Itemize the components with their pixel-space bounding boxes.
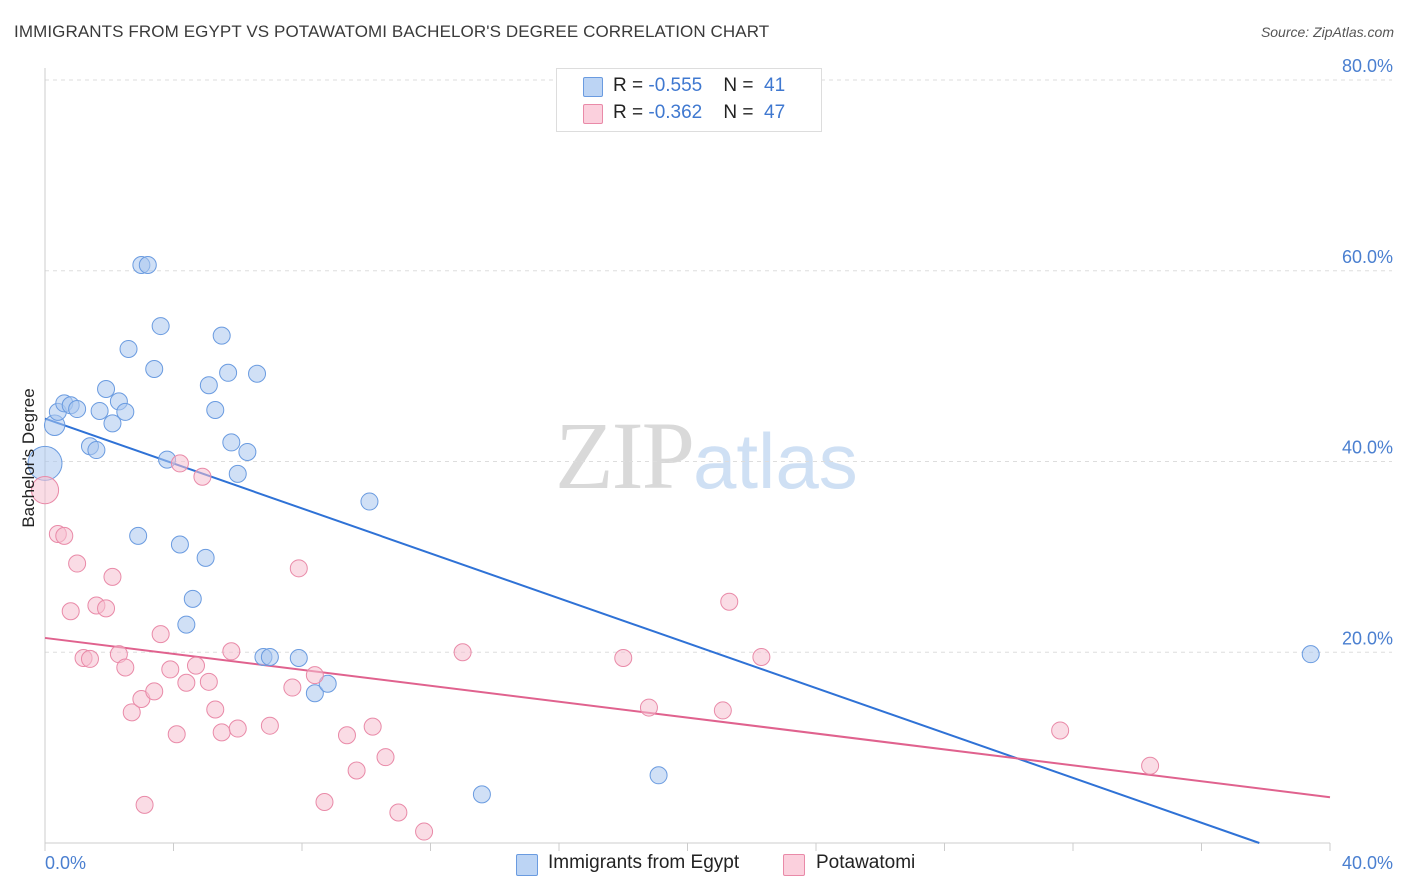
point-potawatomi	[145, 682, 164, 701]
data-points	[27, 256, 1320, 841]
correlation-legend: R = -0.555 N = 41 R = -0.362 N = 47	[556, 68, 822, 132]
point-potawatomi	[1141, 756, 1160, 775]
point-egypt	[360, 492, 379, 511]
point-egypt	[222, 433, 241, 452]
point-potawatomi	[1051, 721, 1070, 740]
legend-swatch-potawatomi	[583, 104, 603, 124]
point-potawatomi	[68, 554, 87, 573]
point-egypt	[103, 414, 122, 433]
y-axis-title: Bachelor's Degree	[19, 388, 38, 527]
legend-text-egypt: R = -0.555 N = 41	[613, 75, 786, 96]
point-egypt	[170, 535, 189, 554]
point-egypt	[87, 441, 106, 460]
point-potawatomi	[122, 703, 141, 722]
bottom-legend-swatch-potawatomi	[783, 854, 805, 876]
point-potawatomi	[97, 599, 116, 618]
point-egypt	[1301, 645, 1320, 664]
point-egypt	[206, 400, 225, 419]
point-potawatomi	[151, 625, 170, 644]
point-egypt	[248, 364, 267, 383]
point-potawatomi	[61, 602, 80, 621]
legend-swatch-egypt	[583, 77, 603, 97]
point-egypt	[228, 464, 247, 483]
point-egypt	[116, 402, 135, 421]
point-potawatomi	[161, 660, 180, 679]
point-egypt	[238, 442, 257, 461]
point-egypt	[199, 376, 218, 395]
point-egypt	[219, 363, 238, 382]
point-egypt	[90, 401, 109, 420]
point-egypt	[318, 674, 337, 693]
legend-text-potawatomi: R = -0.362 N = 47	[613, 102, 786, 123]
y-tick-label: 20.0%	[1342, 628, 1393, 648]
point-potawatomi	[206, 700, 225, 719]
chart-title: IMMIGRANTS FROM EGYPT VS POTAWATOMI BACH…	[14, 22, 770, 41]
point-potawatomi	[177, 673, 196, 692]
trendline-egypt	[44, 417, 1260, 844]
point-potawatomi	[167, 725, 186, 744]
x-tick-label: 0.0%	[45, 853, 86, 873]
point-potawatomi	[639, 698, 658, 717]
point-egypt	[649, 766, 668, 785]
axis-labels: 20.0% 40.0% 60.0% 80.0% 0.0% 40.0% Bachelor's …	[19, 56, 1393, 873]
point-potawatomi	[135, 795, 154, 814]
point-potawatomi	[363, 717, 382, 736]
bottom-legend-label-egypt: Immigrants from Egypt	[548, 852, 740, 873]
point-potawatomi	[614, 648, 633, 667]
point-potawatomi	[283, 678, 302, 697]
point-egypt	[138, 256, 157, 275]
y-tick-label: 40.0%	[1342, 438, 1393, 458]
point-egypt	[212, 326, 231, 345]
point-potawatomi	[289, 559, 308, 578]
point-egypt	[260, 648, 279, 667]
y-tick-label: 60.0%	[1342, 247, 1393, 267]
point-egypt	[119, 339, 138, 358]
bottom-legend-swatch-egypt	[516, 854, 538, 876]
point-egypt	[68, 400, 87, 419]
point-egypt	[289, 648, 308, 667]
point-egypt	[129, 526, 148, 545]
point-potawatomi	[415, 822, 434, 841]
x-tick-label: 40.0%	[1342, 853, 1393, 873]
point-egypt	[145, 359, 164, 378]
point-potawatomi	[103, 567, 122, 586]
point-potawatomi	[376, 748, 395, 767]
trendline-potawatomi	[44, 636, 1331, 799]
point-potawatomi	[212, 723, 231, 742]
point-potawatomi	[80, 649, 99, 668]
point-potawatomi	[347, 761, 366, 780]
point-potawatomi	[193, 467, 212, 486]
point-potawatomi	[453, 643, 472, 662]
point-egypt	[97, 380, 116, 399]
point-potawatomi	[315, 792, 334, 811]
point-egypt	[196, 548, 215, 567]
point-potawatomi	[222, 642, 241, 661]
point-potawatomi	[170, 454, 189, 473]
point-potawatomi	[260, 716, 279, 735]
grid-lines	[45, 79, 1392, 653]
point-potawatomi	[186, 656, 205, 675]
point-egypt	[183, 589, 202, 608]
point-potawatomi	[720, 592, 739, 611]
point-potawatomi	[116, 658, 135, 677]
point-egypt	[177, 615, 196, 634]
point-potawatomi	[55, 526, 74, 545]
point-egypt	[305, 684, 324, 703]
point-potawatomi	[30, 476, 60, 505]
y-tick-label: 80.0%	[1342, 56, 1393, 76]
point-egypt	[472, 785, 491, 804]
bottom-legend-label-potawatomi: Potawatomi	[816, 852, 916, 873]
point-egypt	[151, 317, 170, 336]
point-potawatomi	[389, 803, 408, 822]
point-potawatomi	[199, 672, 218, 691]
watermark-zip: ZIP	[555, 402, 695, 509]
point-potawatomi	[713, 701, 732, 720]
point-potawatomi	[228, 719, 247, 738]
point-potawatomi	[752, 648, 771, 667]
point-potawatomi	[305, 666, 324, 685]
source-label: Source: ZipAtlas.com	[1260, 24, 1394, 40]
point-potawatomi	[337, 726, 356, 745]
